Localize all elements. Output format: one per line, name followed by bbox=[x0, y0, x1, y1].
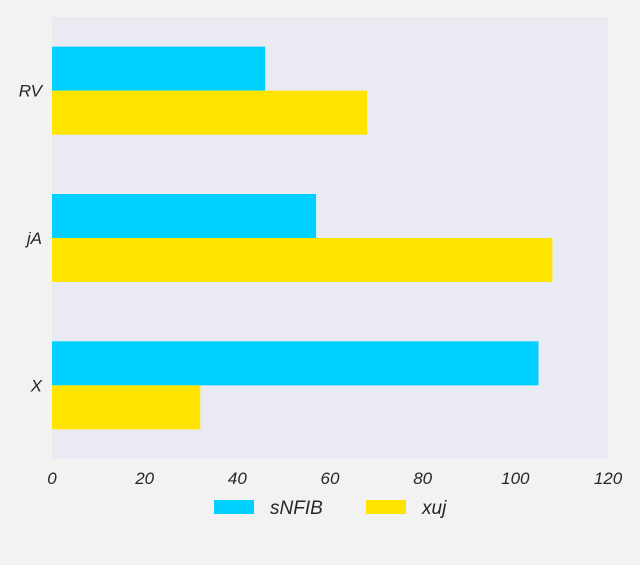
bar-sNFIB-jA bbox=[52, 194, 317, 238]
legend-label-xuj: xuj bbox=[421, 498, 447, 519]
legend: sNFIB xuj bbox=[214, 498, 447, 519]
bar-sNFIB-RV bbox=[52, 46, 266, 91]
x-axis: 0 20 40 60 80 100 120 bbox=[47, 469, 622, 488]
x-tick-label: 60 bbox=[321, 469, 340, 488]
x-tick-label: 100 bbox=[501, 469, 530, 488]
legend-label-sNFIB: sNFIB bbox=[270, 498, 323, 519]
bar-xuj-RV bbox=[52, 90, 368, 135]
legend-swatch-xuj bbox=[366, 500, 406, 514]
x-tick-label: 20 bbox=[134, 469, 154, 488]
x-tick-label: 120 bbox=[594, 469, 623, 488]
bar-sNFIB-X bbox=[52, 341, 539, 386]
bars-group bbox=[52, 46, 553, 430]
y-tick-label: X bbox=[30, 376, 43, 395]
y-axis: RV jA X bbox=[19, 82, 44, 396]
y-tick-label: jA bbox=[25, 229, 42, 248]
x-tick-label: 40 bbox=[228, 469, 247, 488]
y-tick-label: RV bbox=[19, 82, 44, 101]
bar-xuj-jA bbox=[52, 238, 553, 282]
x-tick-label: 0 bbox=[47, 469, 57, 488]
x-tick-label: 80 bbox=[413, 469, 432, 488]
legend-swatch-sNFIB bbox=[214, 500, 254, 514]
bar-xuj-X bbox=[52, 385, 201, 430]
